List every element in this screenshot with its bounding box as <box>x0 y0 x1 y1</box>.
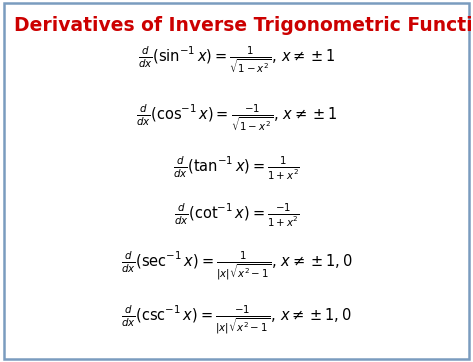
Text: $\frac{d}{dx}\left(\cot^{-1}x\right) = \frac{-1}{1+x^2}$: $\frac{d}{dx}\left(\cot^{-1}x\right) = \… <box>174 202 299 229</box>
Text: $\frac{d}{dx}\left(\cos^{-1}x\right) = \frac{-1}{\sqrt{1-x^2}},\, x \neq \pm 1$: $\frac{d}{dx}\left(\cos^{-1}x\right) = \… <box>136 102 337 133</box>
Text: $\frac{d}{dx}\left(\csc^{-1}x\right) = \frac{-1}{|x|\sqrt{x^2-1}},\, x \neq \pm : $\frac{d}{dx}\left(\csc^{-1}x\right) = \… <box>121 304 352 337</box>
Text: $\frac{d}{dx}\left(\sin^{-1}x\right) = \frac{1}{\sqrt{1-x^2}},\, x \neq \pm 1$: $\frac{d}{dx}\left(\sin^{-1}x\right) = \… <box>138 44 335 75</box>
FancyBboxPatch shape <box>4 3 469 359</box>
Text: $\frac{d}{dx}\left(\sec^{-1}x\right) = \frac{1}{|x|\sqrt{x^2-1}},\, x \neq \pm 1: $\frac{d}{dx}\left(\sec^{-1}x\right) = \… <box>121 249 352 283</box>
Text: $\frac{d}{dx}\left(\tan^{-1}x\right) = \frac{1}{1+x^2}$: $\frac{d}{dx}\left(\tan^{-1}x\right) = \… <box>173 155 300 182</box>
Text: Derivatives of Inverse Trigonometric Functions: Derivatives of Inverse Trigonometric Fun… <box>14 16 473 35</box>
